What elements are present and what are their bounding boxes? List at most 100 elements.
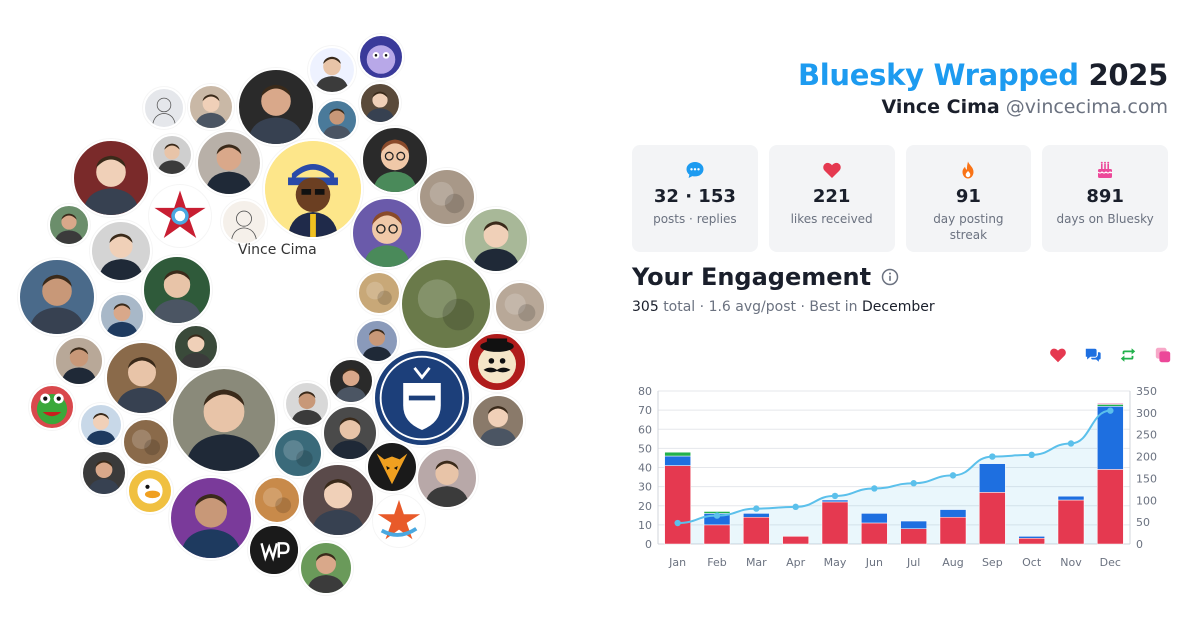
- chart-bar: [1057, 499, 1085, 545]
- follower-avatar[interactable]: [149, 185, 211, 247]
- follower-avatar[interactable]: [29, 384, 75, 430]
- follower-avatar[interactable]: [127, 468, 173, 514]
- heart-icon: [769, 159, 895, 181]
- y-tick-label: 80: [638, 385, 652, 398]
- stat-card-streak: 91 day posting streak: [905, 145, 1032, 252]
- follower-avatar[interactable]: [196, 130, 262, 196]
- follower-avatar[interactable]: [322, 405, 378, 461]
- follower-avatar[interactable]: [173, 324, 219, 370]
- y-tick-label: 30: [638, 481, 652, 494]
- year: 2025: [1088, 58, 1168, 92]
- stat-card-likes: 221 likes received: [768, 145, 895, 252]
- follower-avatar[interactable]: [253, 476, 301, 524]
- legend-reposts-repost-icon[interactable]: [1119, 346, 1137, 364]
- stats-row: 32 · 153 posts · replies 221 likes recei…: [632, 145, 1168, 252]
- user-handle[interactable]: @vincecima.com: [1005, 96, 1168, 118]
- x-tick-label: May: [824, 556, 847, 569]
- follower-avatar[interactable]: [358, 34, 404, 80]
- follower-avatar[interactable]: [143, 87, 185, 129]
- avatar-image: [106, 303, 138, 337]
- follower-avatar[interactable]: [81, 450, 127, 496]
- stat-label: posts · replies: [653, 212, 737, 226]
- separator: ·: [699, 299, 705, 315]
- engagement-total: 305: [632, 299, 659, 315]
- cumulative-point: [1028, 451, 1035, 459]
- follower-avatar[interactable]: [328, 358, 374, 404]
- stat-card-days: 891 days on Bluesky: [1042, 145, 1168, 252]
- follower-avatar[interactable]: [263, 139, 363, 239]
- follower-avatar[interactable]: [221, 199, 267, 245]
- follower-avatar[interactable]: [357, 271, 401, 315]
- follower-avatar[interactable]: [54, 336, 104, 386]
- follower-avatar[interactable]: [373, 349, 471, 447]
- info-icon[interactable]: [881, 268, 899, 286]
- follower-avatar[interactable]: [79, 403, 123, 447]
- avatar-image: [152, 97, 176, 126]
- follower-avatar[interactable]: [301, 463, 375, 537]
- follower-avatar[interactable]: [463, 207, 529, 273]
- cumulative-point: [831, 492, 839, 500]
- follower-avatar[interactable]: [99, 293, 145, 339]
- legend-replies-reply-icon[interactable]: [1084, 346, 1102, 364]
- stat-value: 891: [1086, 186, 1124, 207]
- follower-avatar[interactable]: [90, 220, 152, 282]
- follower-avatar[interactable]: [418, 168, 476, 226]
- follower-avatar[interactable]: [355, 319, 399, 363]
- follower-avatar[interactable]: [151, 134, 193, 176]
- cumulative-point: [674, 519, 681, 527]
- avatar-image: [417, 279, 475, 331]
- engagement-total-label: total: [663, 299, 696, 315]
- follower-avatar[interactable]: [248, 524, 300, 576]
- follower-avatar[interactable]: [48, 204, 90, 246]
- follower-avatar[interactable]: [142, 255, 212, 325]
- chart-bar: [1018, 536, 1045, 539]
- x-tick-label: Jul: [906, 556, 920, 569]
- follower-avatar[interactable]: [284, 381, 330, 427]
- follower-avatar[interactable]: [316, 99, 358, 141]
- legend-quotes-quote-icon[interactable]: [1154, 346, 1172, 364]
- avatar-image: [98, 233, 144, 280]
- chart-bar: [979, 463, 1006, 493]
- follower-avatar[interactable]: [416, 447, 478, 509]
- avatar-image: [283, 440, 313, 467]
- follower-avatar[interactable]: [351, 197, 423, 269]
- legend-likes-heart-icon[interactable]: [1049, 346, 1067, 364]
- follower-avatar[interactable]: [373, 495, 425, 547]
- follower-avatar[interactable]: [494, 281, 546, 333]
- follower-avatar[interactable]: [122, 418, 170, 466]
- follower-avatar[interactable]: [105, 341, 179, 415]
- follower-avatar[interactable]: [359, 82, 401, 124]
- chart-bar: [861, 513, 888, 524]
- follower-avatar[interactable]: [171, 367, 277, 473]
- x-tick-label: Aug: [942, 556, 963, 569]
- chart-bar: [664, 451, 691, 457]
- avatar-image: [250, 526, 298, 574]
- chart-bar: [1097, 406, 1124, 470]
- follower-avatar[interactable]: [366, 441, 418, 493]
- engagement-avg: 1.6 avg/post: [708, 299, 796, 315]
- follower-avatar[interactable]: [72, 139, 150, 217]
- avatar-image: [36, 393, 68, 425]
- follower-avatar[interactable]: [169, 476, 253, 560]
- stat-value: 91: [955, 186, 981, 207]
- follower-avatar[interactable]: [400, 258, 492, 350]
- avatar-image: [477, 338, 517, 384]
- follower-avatar[interactable]: [18, 258, 96, 336]
- avatar-image: [195, 94, 227, 128]
- y-tick-label: 10: [638, 519, 652, 532]
- follower-avatar[interactable]: [361, 126, 429, 194]
- chart-bar: [821, 501, 849, 545]
- follower-avatar[interactable]: [308, 46, 356, 94]
- chart-bar: [939, 516, 967, 545]
- cumulative-point: [1067, 440, 1075, 447]
- avatar-image: [379, 355, 465, 441]
- avatar-image: [205, 144, 253, 194]
- follower-avatar[interactable]: [188, 84, 234, 130]
- y-tick-label: 50: [638, 442, 652, 455]
- follower-avatar[interactable]: [467, 332, 527, 392]
- follower-avatar[interactable]: [299, 541, 353, 595]
- follower-avatar[interactable]: [471, 394, 525, 448]
- cumulative-point: [949, 472, 957, 479]
- y2-tick-label: 50: [1136, 516, 1150, 529]
- follower-avatar[interactable]: [237, 68, 315, 146]
